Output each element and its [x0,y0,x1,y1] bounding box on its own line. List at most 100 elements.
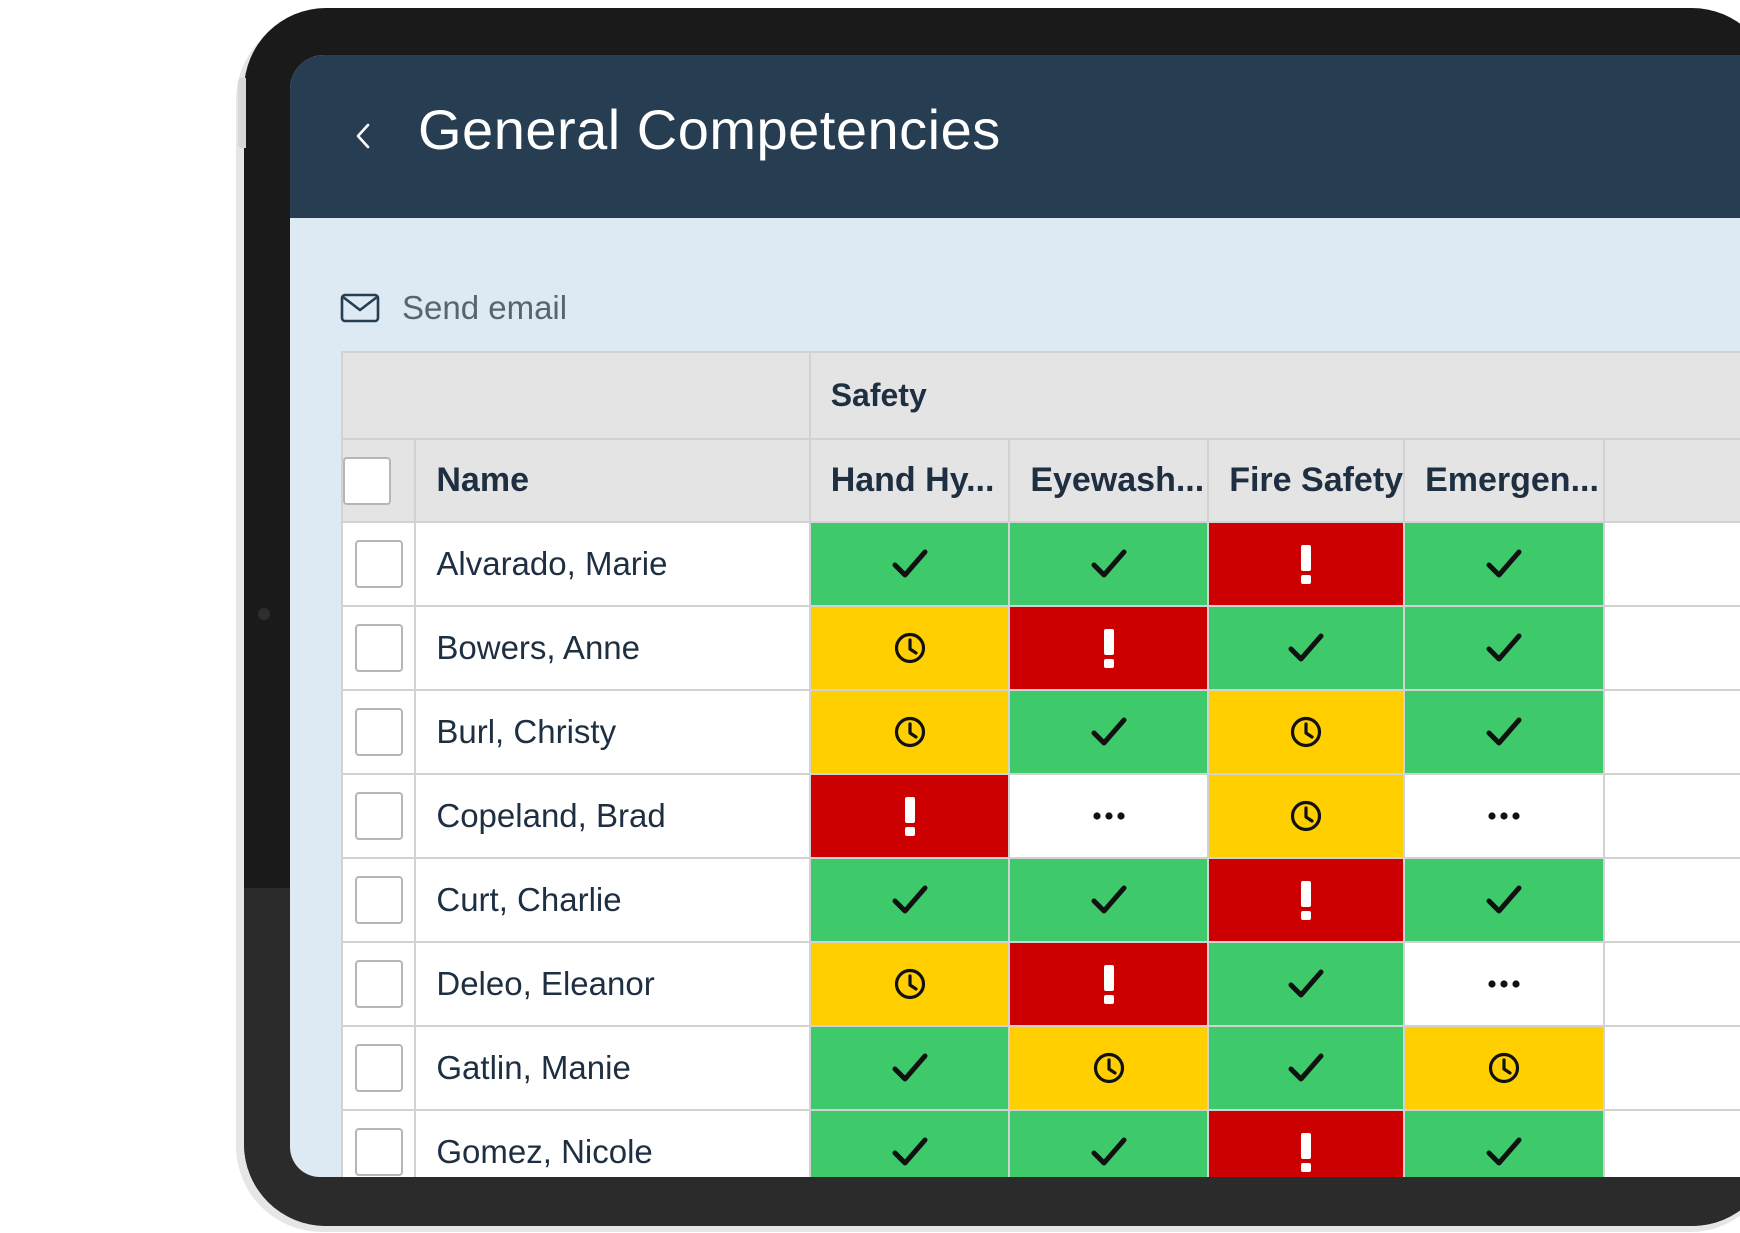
chevron-left-icon[interactable] [352,117,374,155]
employee-name[interactable]: Curt, Charlie [414,857,811,943]
status-cell-complete[interactable] [1207,1025,1406,1111]
table-row: Gatlin, Manie [341,1025,1740,1111]
status-cell-pending[interactable] [1207,773,1406,859]
row-checkbox[interactable] [354,876,403,924]
status-cell-complete[interactable] [1207,605,1406,691]
group-label: Safety [830,377,927,413]
status-cell-complete[interactable] [808,857,1011,943]
employee-name[interactable]: Deleo, Eleanor [414,941,811,1027]
status-cell-overdue[interactable] [808,773,1011,859]
column-header-emergency[interactable]: Emergen... [1403,438,1605,523]
overflow-cell [1602,521,1740,607]
column-header-row: Name Hand Hy... Eyewash... Fire Safety E… [341,438,1740,523]
status-cell-not-started[interactable] [1008,773,1210,859]
status-cell-not-started[interactable] [1403,773,1605,859]
app-screen: General Competencies Send email [290,55,1740,1177]
employee-name[interactable]: Gatlin, Manie [414,1025,811,1111]
overflow-cell [1602,689,1740,775]
status-cell-complete[interactable] [1403,1109,1605,1177]
column-label: Eyewash... [1030,461,1205,499]
row-checkbox[interactable] [354,1128,403,1176]
row-checkbox[interactable] [354,1044,403,1092]
column-header-fire-safety[interactable]: Fire Safety [1207,438,1406,523]
overflow-cell [1602,941,1740,1027]
status-cell-complete[interactable] [808,521,1011,607]
status-cell-overdue[interactable] [1008,605,1210,691]
group-header-safety: Safety [808,351,1740,440]
status-cell-complete[interactable] [1403,857,1605,943]
status-cell-overdue[interactable] [1207,857,1406,943]
row-checkbox[interactable] [354,624,403,672]
page-title: General Competencies [418,98,1001,161]
status-cell-complete[interactable] [1008,857,1210,943]
clock-icon [1291,800,1322,832]
column-header-eyewash[interactable]: Eyewash... [1008,438,1210,523]
exclamation-icon [1301,881,1312,920]
employee-name[interactable]: Gomez, Nicole [414,1109,811,1177]
send-email-button[interactable]: Send email [340,281,567,335]
status-cell-pending[interactable] [808,605,1011,691]
row-checkbox[interactable] [354,540,403,588]
status-cell-pending[interactable] [1207,689,1406,775]
row-checkbox-cell [341,857,417,943]
row-checkbox[interactable] [354,960,403,1008]
employee-name[interactable]: Copeland, Brad [414,773,811,859]
select-all-cell [341,438,417,523]
select-all-checkbox[interactable] [343,456,391,505]
table-row: Alvarado, Marie [341,521,1740,607]
row-checkbox-cell [341,941,417,1027]
checkmark-icon [1486,885,1522,914]
status-cell-complete[interactable] [808,1109,1011,1177]
row-checkbox-cell [341,689,417,775]
app-header: General Competencies [290,55,1740,218]
column-header-overflow [1602,438,1740,523]
status-cell-overdue[interactable] [1008,941,1210,1027]
checkmark-icon [1091,1137,1127,1166]
clock-icon [894,968,925,1000]
checkmark-icon [1486,717,1522,746]
table-row: Burl, Christy [341,689,1740,775]
overflow-cell [1602,857,1740,943]
status-cell-overdue[interactable] [1207,521,1406,607]
status-cell-not-started[interactable] [1403,941,1605,1027]
exclamation-icon [904,797,915,836]
status-cell-overdue[interactable] [1207,1109,1406,1177]
exclamation-icon [1301,1133,1312,1172]
clock-icon [1093,1052,1124,1084]
status-cell-complete[interactable] [1403,521,1605,607]
group-header-row: Safety [341,351,1740,440]
employee-name[interactable]: Burl, Christy [414,689,811,775]
checkmark-icon [1486,633,1522,662]
clock-icon [894,716,925,748]
more-dots-icon [1093,812,1125,820]
status-cell-pending[interactable] [1403,1025,1605,1111]
column-label: Fire Safety [1229,461,1404,499]
column-header-name[interactable]: Name [414,438,811,523]
status-cell-complete[interactable] [1403,689,1605,775]
row-checkbox[interactable] [354,708,403,756]
table-row: Bowers, Anne [341,605,1740,691]
table-row: Curt, Charlie [341,857,1740,943]
clock-icon [1291,716,1322,748]
status-cell-pending[interactable] [808,689,1011,775]
checkmark-icon [1288,1053,1324,1082]
checkmark-icon [892,1137,927,1166]
status-cell-complete[interactable] [1008,689,1210,775]
checkmark-icon [892,549,927,578]
row-checkbox[interactable] [354,792,403,840]
employee-name[interactable]: Alvarado, Marie [414,521,811,607]
more-dots-icon [1488,980,1520,988]
envelope-icon [340,293,380,323]
status-cell-complete[interactable] [808,1025,1011,1111]
status-cell-complete[interactable] [1207,941,1406,1027]
group-header-blank [341,351,811,440]
table-row: Copeland, Brad [341,773,1740,859]
status-cell-complete[interactable] [1008,521,1210,607]
employee-name[interactable]: Bowers, Anne [414,605,811,691]
status-cell-pending[interactable] [808,941,1011,1027]
send-email-label: Send email [402,289,568,326]
status-cell-complete[interactable] [1008,1109,1210,1177]
column-header-hand-hygiene[interactable]: Hand Hy... [808,438,1011,523]
status-cell-pending[interactable] [1008,1025,1210,1111]
status-cell-complete[interactable] [1403,605,1605,691]
